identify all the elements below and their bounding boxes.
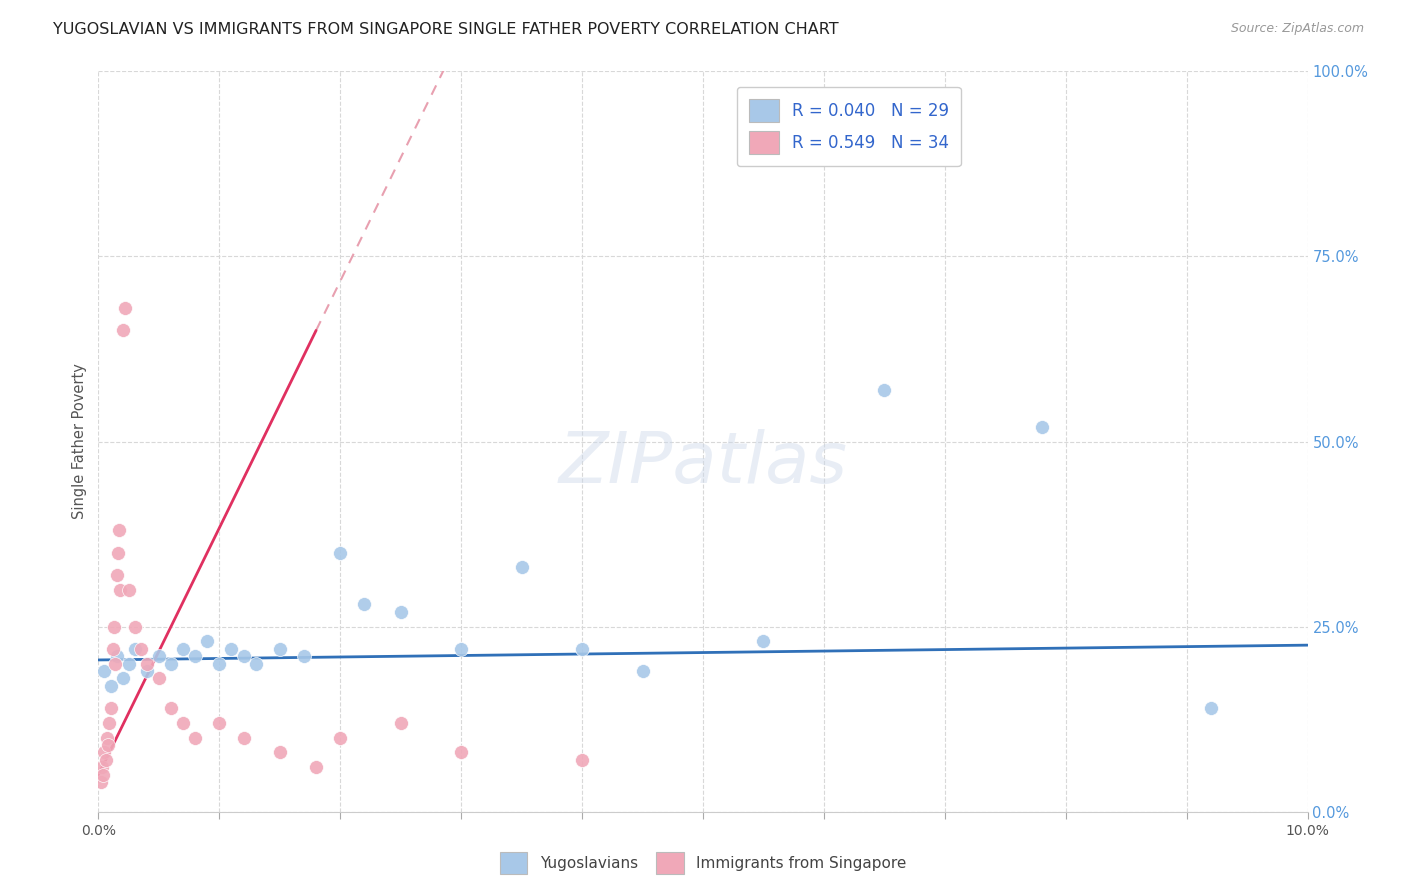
Point	[124, 641, 146, 656]
Point	[107, 546, 129, 560]
Point	[232, 731, 254, 745]
Point	[1031, 419, 1053, 434]
Point	[172, 715, 194, 730]
Point	[571, 753, 593, 767]
Point	[91, 760, 114, 774]
Point	[269, 746, 291, 760]
Point	[389, 715, 412, 730]
Point	[184, 731, 207, 745]
Point	[292, 649, 315, 664]
Point	[105, 567, 128, 582]
Point	[124, 619, 146, 633]
Text: ZIPatlas: ZIPatlas	[558, 429, 848, 499]
Point	[118, 582, 141, 597]
Point	[100, 679, 122, 693]
Point	[148, 672, 170, 686]
Legend: R = 0.040   N = 29, R = 0.549   N = 34: R = 0.040 N = 29, R = 0.549 N = 34	[737, 87, 960, 166]
Point	[329, 731, 352, 745]
Point	[135, 657, 157, 671]
Point	[571, 641, 593, 656]
Point	[114, 301, 136, 316]
Point	[232, 649, 254, 664]
Point	[103, 619, 125, 633]
Point	[329, 546, 352, 560]
Point	[389, 605, 412, 619]
Point	[450, 641, 472, 656]
Point	[91, 767, 114, 781]
Point	[208, 715, 231, 730]
Point	[631, 664, 654, 678]
Y-axis label: Single Father Poverty: Single Father Poverty	[72, 364, 87, 519]
Point	[208, 657, 231, 671]
Point	[111, 324, 134, 338]
Point	[93, 746, 115, 760]
Point	[104, 657, 127, 671]
Point	[305, 760, 328, 774]
Point	[96, 731, 118, 745]
Point	[160, 701, 183, 715]
Point	[108, 582, 131, 597]
Point	[98, 715, 121, 730]
Point	[245, 657, 267, 671]
Point	[148, 649, 170, 664]
Point	[221, 641, 243, 656]
Point	[184, 649, 207, 664]
Point	[111, 672, 134, 686]
Point	[873, 383, 896, 397]
Point	[97, 738, 120, 752]
Point	[1199, 701, 1222, 715]
Point	[269, 641, 291, 656]
Point	[160, 657, 183, 671]
Point	[135, 664, 157, 678]
Legend: Yugoslavians, Immigrants from Singapore: Yugoslavians, Immigrants from Singapore	[494, 846, 912, 880]
Point	[100, 701, 122, 715]
Point	[510, 560, 533, 574]
Text: YUGOSLAVIAN VS IMMIGRANTS FROM SINGAPORE SINGLE FATHER POVERTY CORRELATION CHART: YUGOSLAVIAN VS IMMIGRANTS FROM SINGAPORE…	[53, 22, 839, 37]
Point	[93, 664, 115, 678]
Point	[353, 598, 375, 612]
Point	[118, 657, 141, 671]
Point	[172, 641, 194, 656]
Point	[108, 524, 131, 538]
Point	[450, 746, 472, 760]
Point	[195, 634, 218, 648]
Point	[105, 649, 128, 664]
Point	[101, 641, 124, 656]
Point	[90, 775, 112, 789]
Point	[129, 641, 152, 656]
Point	[752, 634, 775, 648]
Text: Source: ZipAtlas.com: Source: ZipAtlas.com	[1230, 22, 1364, 36]
Point	[94, 753, 117, 767]
